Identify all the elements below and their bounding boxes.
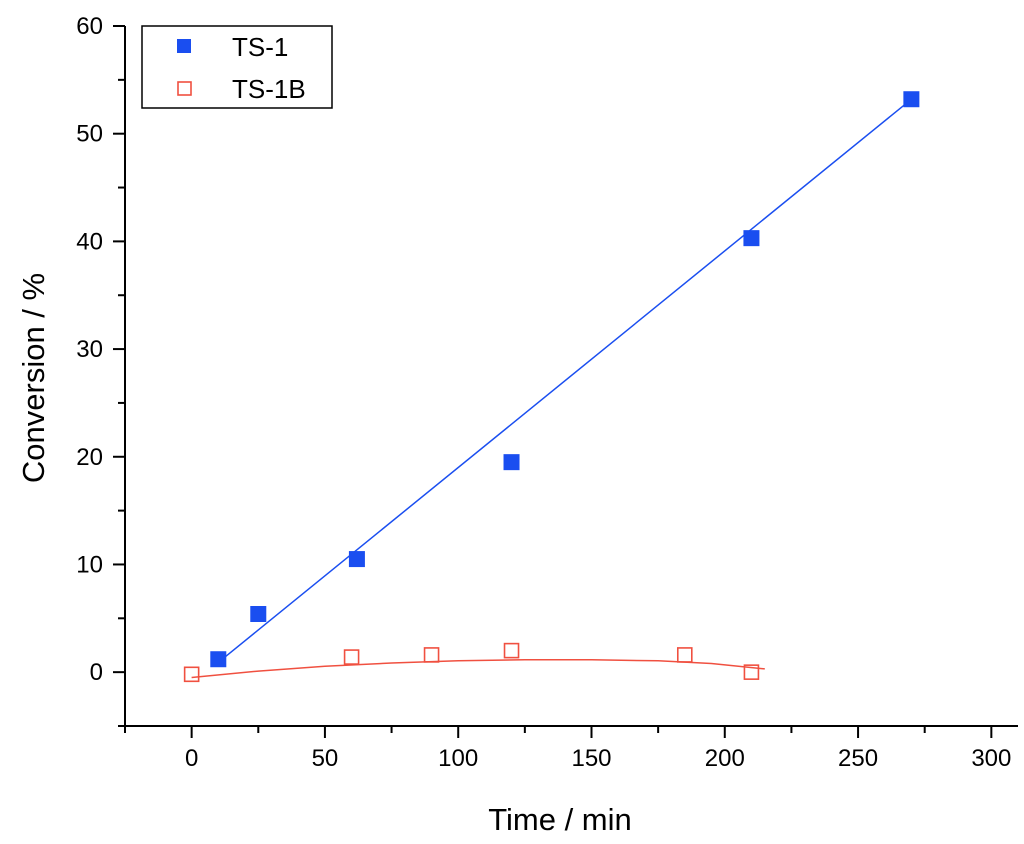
- x-tick-label: 300: [971, 745, 1011, 772]
- legend-label-ts-1: TS-1: [232, 32, 288, 62]
- legend-box: [141, 25, 333, 109]
- y-tick-label: 50: [76, 121, 103, 148]
- ts-1-fit-line: [217, 94, 918, 664]
- legend-label-ts-1b: TS-1B: [232, 74, 306, 104]
- y-axis-title: Conversion / %: [16, 273, 51, 483]
- ts-1b-point: [503, 642, 520, 659]
- x-tick-label: 100: [438, 745, 478, 772]
- y-tick-label: 40: [76, 228, 103, 255]
- ts-1b-point: [183, 666, 200, 683]
- ts-1-point: [903, 91, 920, 108]
- ts-1b-point: [343, 649, 360, 665]
- y-tick-label: 30: [76, 336, 103, 363]
- x-tick-label: 250: [838, 745, 878, 772]
- ts-1-point: [250, 606, 267, 622]
- y-tick-label: 60: [76, 13, 103, 40]
- ts-1-point: [743, 230, 760, 247]
- axes: 0 50 100 150 200 250 300 0 10 20 30 40 50 60: [76, 13, 1018, 772]
- ts-1-point: [210, 651, 227, 668]
- x-tick-label: 200: [705, 745, 745, 772]
- y-tick-label: 10: [76, 551, 103, 578]
- legend: TS-1 TS-1B: [141, 25, 333, 109]
- x-axis-title: Time / min: [488, 802, 632, 837]
- legend-marker-ts-1b: [177, 81, 192, 96]
- ts-1b-point: [423, 647, 440, 663]
- legend-marker-ts-1: [177, 39, 191, 53]
- ts-1-point: [503, 454, 520, 471]
- x-tick-label: 150: [571, 745, 611, 772]
- x-tick-label: 0: [185, 745, 198, 772]
- ts-1-point: [348, 551, 365, 568]
- x-tick-label: 50: [312, 745, 339, 772]
- series-layer: [183, 91, 920, 683]
- ts-1b-point: [743, 664, 760, 680]
- ts-1b-point: [676, 647, 693, 663]
- y-tick-label: 0: [90, 659, 103, 686]
- y-tick-label: 20: [76, 444, 103, 471]
